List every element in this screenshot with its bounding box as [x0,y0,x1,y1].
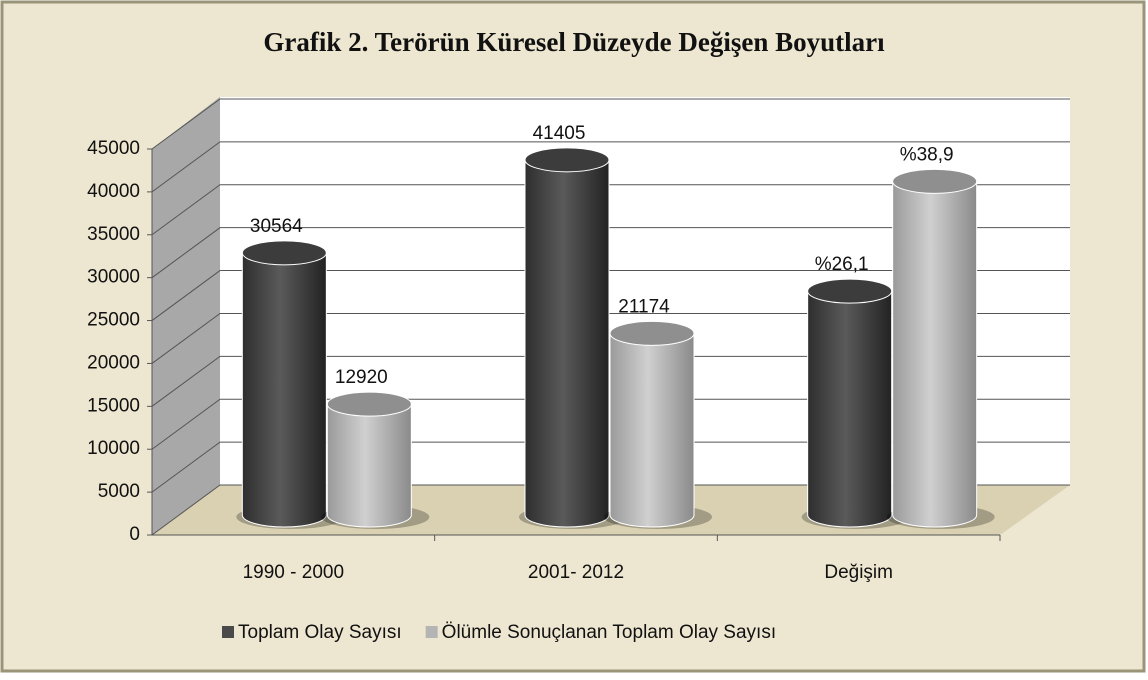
y-tick-label: 0 [129,524,140,545]
data-label: 21174 [618,296,670,317]
bar-top [807,278,893,304]
y-tick-label: 35000 [87,224,140,245]
grid-line [151,184,1070,236]
chart-title: Grafik 2. Terörün Küresel Düzeyde Değişe… [263,27,885,57]
side-wall [152,97,220,535]
bar [326,403,412,528]
grid-line [151,355,1070,407]
y-tick-label: 40000 [87,181,140,202]
data-label: %38,9 [900,144,954,165]
grid-line [151,270,1070,321]
grid-line [151,398,1070,450]
y-tick-label: 10000 [87,438,140,459]
data-label: %26,1 [815,254,869,275]
legend-label: Toplam Olay Sayısı [238,622,402,643]
grid-line [151,227,1070,279]
y-tick-label: 20000 [87,352,140,373]
legend-swatch [425,626,438,638]
y-tick-label: 15000 [87,395,140,416]
x-tick-label: Değişim [824,562,893,583]
grid-line [151,141,1070,193]
bar-top [326,391,412,417]
grid-line [151,312,1070,364]
grid-line [151,484,1070,536]
bar-top [241,240,327,266]
legend-label: Ölümle Sonuçlanan Toplam Olay Sayısı [442,622,776,643]
bar-top [524,147,610,173]
x-tick-label: 1990 - 2000 [243,562,344,583]
y-tick-label: 30000 [87,267,140,288]
bar-top [609,320,695,346]
y-tick-label: 45000 [87,138,140,159]
grid-line [151,441,1070,493]
bar [807,290,893,528]
y-tick-label: 5000 [98,481,140,502]
bar [892,180,978,528]
bar [524,159,610,528]
bar [609,332,695,528]
bar [241,252,327,528]
legend-swatch [222,626,234,638]
bar-top [892,168,978,194]
x-tick-label: 2001- 2012 [528,562,624,583]
data-label: 12920 [335,367,388,388]
data-label: 30564 [250,216,303,237]
y-tick-label: 25000 [87,310,140,331]
grid-line [151,98,1070,150]
data-label: 41405 [533,123,586,144]
